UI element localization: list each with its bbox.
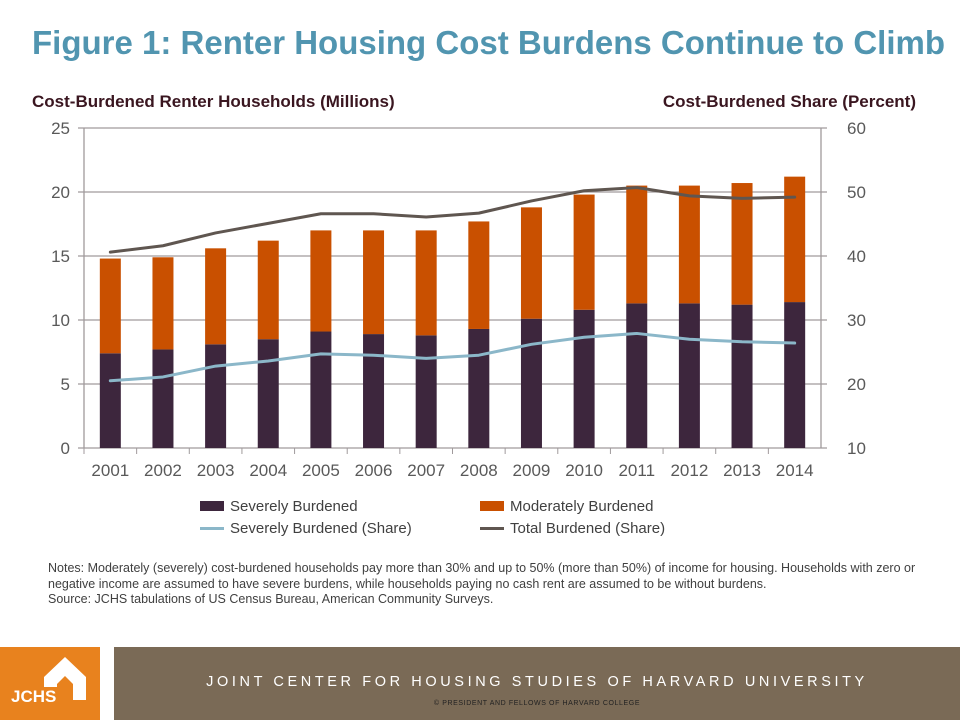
right-tick-label: 50 — [847, 183, 866, 202]
x-tick-label: 2008 — [460, 461, 498, 480]
x-tick-label: 2002 — [144, 461, 182, 480]
bar-moderately-burdened — [415, 230, 437, 336]
bar-moderately-burdened — [468, 221, 490, 329]
bar-moderately-burdened — [520, 207, 542, 319]
bar-severely-burdened — [257, 339, 279, 448]
bar-severely-burdened — [363, 334, 385, 448]
bar-severely-burdened — [415, 335, 437, 448]
legend-swatch — [200, 501, 224, 511]
right-tick-label: 60 — [847, 119, 866, 138]
bar-severely-burdened — [626, 303, 648, 448]
legend-swatch — [200, 526, 224, 530]
footer-bar: JOINT CENTER FOR HOUSING STUDIES OF HARV… — [114, 647, 960, 720]
house-icon — [44, 657, 86, 700]
notes: Notes: Moderately (severely) cost-burden… — [48, 561, 918, 608]
bar-moderately-burdened — [573, 194, 595, 310]
right-tick-label: 20 — [847, 375, 866, 394]
x-tick-label: 2010 — [565, 461, 603, 480]
bar-severely-burdened — [573, 309, 595, 448]
legend-label: Severely Burdened — [230, 497, 358, 515]
chart-plot: 0 5 10 15 20 25 10 20 30 40 50 60 2001 2002 2003 2004 20… — [51, 119, 866, 480]
x-tick-label: 2005 — [302, 461, 340, 480]
bar-severely-burdened — [468, 328, 490, 448]
x-tick-label: 2006 — [355, 461, 393, 480]
bar-moderately-burdened — [152, 257, 174, 350]
legend-label: Severely Burdened (Share) — [230, 519, 412, 537]
bar-moderately-burdened — [363, 230, 385, 335]
bar-moderately-burdened — [784, 176, 806, 303]
bar-severely-burdened — [310, 331, 332, 448]
x-tick-label: 2014 — [776, 461, 814, 480]
bar-moderately-burdened — [626, 185, 648, 304]
bar-severely-burdened — [99, 353, 121, 448]
bar-moderately-burdened — [678, 185, 700, 304]
right-axis-title: Cost-Burdened Share (Percent) — [662, 92, 916, 111]
bar-severely-burdened — [205, 344, 227, 448]
left-tick-label: 5 — [61, 375, 70, 394]
x-tick-label: 2013 — [723, 461, 761, 480]
legend-label: Total Burdened (Share) — [510, 519, 666, 537]
footer-copyright: © PRESIDENT AND FELLOWS OF HARVARD COLLE… — [433, 700, 641, 707]
bar-moderately-burdened — [257, 240, 279, 340]
chart-title: Figure 1: Renter Housing Cost Burdens Co… — [32, 24, 946, 61]
x-tick-label: 2012 — [670, 461, 708, 480]
jchs-logo: JCHS — [0, 647, 100, 720]
right-tick-label: 10 — [847, 439, 866, 458]
legend-item-severe-share: Severely Burdened (Share) — [200, 519, 480, 537]
x-tick-label: 2003 — [197, 461, 235, 480]
bar-moderately-burdened — [99, 258, 121, 354]
legend-label: Moderately Burdened — [510, 497, 654, 515]
x-tick-label: 2001 — [91, 461, 129, 480]
x-tick-label: 2011 — [618, 461, 655, 480]
left-tick-label: 20 — [51, 183, 70, 202]
legend-item-moderate: Moderately Burdened — [480, 497, 760, 515]
bar-moderately-burdened — [310, 230, 332, 332]
left-tick-label: 0 — [61, 439, 70, 458]
bar-moderately-burdened — [205, 248, 227, 345]
bar-moderately-burdened — [731, 183, 753, 305]
notes-text: Notes: Moderately (severely) cost-burden… — [48, 561, 916, 591]
legend: Severely Burdened Moderately Burdened Se… — [200, 497, 760, 537]
legend-item-severe: Severely Burdened — [200, 497, 480, 515]
bar-severely-burdened — [520, 318, 542, 448]
source-text: Source: JCHS tabulations of US Census Bu… — [48, 592, 494, 606]
legend-swatch — [480, 526, 504, 530]
left-tick-label: 10 — [51, 311, 70, 330]
bar-severely-burdened — [152, 349, 174, 448]
x-tick-label: 2007 — [407, 461, 445, 480]
left-tick-label: 25 — [51, 119, 70, 138]
bar-severely-burdened — [731, 304, 753, 448]
footer-title: JOINT CENTER FOR HOUSING STUDIES OF HARV… — [206, 674, 868, 690]
left-tick-label: 15 — [51, 247, 70, 266]
legend-swatch — [480, 501, 504, 511]
bar-severely-burdened — [784, 302, 806, 448]
legend-item-total-share: Total Burdened (Share) — [480, 519, 760, 537]
x-tick-label: 2009 — [513, 461, 551, 480]
right-tick-label: 40 — [847, 247, 866, 266]
line-severely-burdened-share — [108, 331, 797, 383]
left-axis-title: Cost-Burdened Renter Households (Million… — [32, 92, 395, 111]
line-total-burdened-share — [108, 186, 797, 254]
right-tick-label: 30 — [847, 311, 866, 330]
bar-severely-burdened — [678, 303, 700, 448]
logo-text: JCHS — [11, 687, 57, 706]
x-tick-label: 2004 — [249, 461, 287, 480]
